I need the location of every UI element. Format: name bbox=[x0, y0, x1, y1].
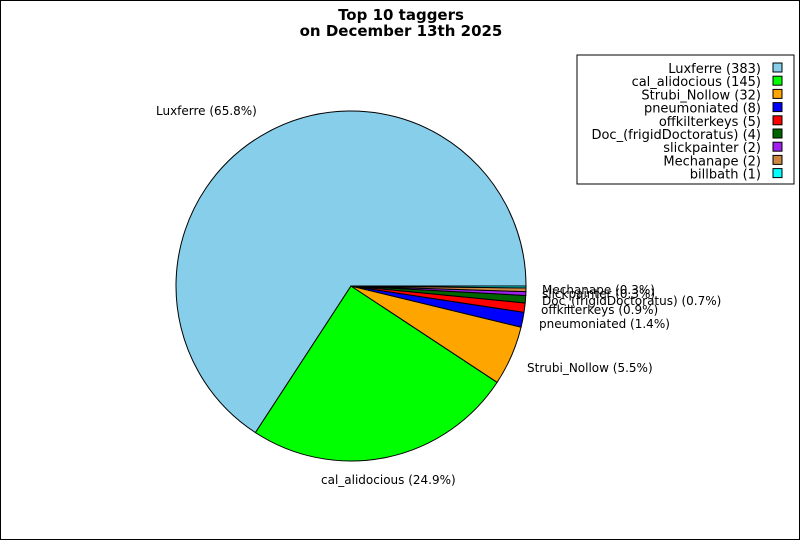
legend-entry-text: pneumoniated (8) bbox=[644, 102, 761, 117]
slice-label: pneumoniated (1.4%) bbox=[539, 317, 670, 331]
legend-swatch bbox=[772, 88, 783, 99]
slice-label: slickpainter (0.3%) bbox=[542, 287, 655, 301]
legend-swatch bbox=[772, 102, 783, 113]
legend: Luxferre (383)cal_alidocious (145)Strubi… bbox=[576, 54, 795, 185]
legend-swatch bbox=[772, 75, 783, 86]
legend-entry-text: offkilterkeys (5) bbox=[659, 115, 761, 130]
pie-slice-billbath bbox=[350, 285, 527, 289]
pie-slices bbox=[175, 110, 527, 462]
chart-title-line-1: Top 10 taggers bbox=[338, 6, 464, 24]
slice-label: Mechanape (0.3%) bbox=[542, 283, 655, 297]
legend-entry-text: Doc_(frigidDoctoratus) (4) bbox=[591, 128, 761, 143]
legend-entry-text: slickpainter (2) bbox=[663, 141, 761, 156]
slice-label: Doc_(frigidDoctoratus) (0.7%) bbox=[542, 294, 721, 308]
slice-label: cal_alidocious (24.9%) bbox=[321, 473, 456, 487]
legend-entry-text: Strubi_Nollow (32) bbox=[641, 88, 761, 103]
chart-title-line-2: on December 13th 2025 bbox=[300, 22, 503, 40]
slice-label: Luxferre (65.8%) bbox=[156, 104, 257, 118]
legend-entry-text: Luxferre (383) bbox=[668, 62, 761, 77]
slice-label: offkilterkeys (0.9%) bbox=[541, 303, 658, 317]
pie-slice-cal-alidocious bbox=[254, 285, 498, 462]
slice-labels: Luxferre (65.8%) cal_alidocious (24.9%) St… bbox=[156, 104, 721, 487]
pie-slice-luxferre bbox=[175, 110, 527, 434]
legend-entry-text: billbath (1) bbox=[690, 168, 761, 183]
legend-swatch bbox=[772, 62, 783, 73]
legend-swatch bbox=[772, 168, 783, 179]
legend-swatch bbox=[772, 115, 783, 126]
legend-entry-text: cal_alidocious (145) bbox=[632, 75, 761, 90]
legend-swatch bbox=[772, 141, 783, 152]
legend-entry-text: Mechanape (2) bbox=[663, 154, 761, 169]
legend-swatch bbox=[772, 154, 783, 165]
slice-label: Strubi_Nollow (5.5%) bbox=[527, 361, 653, 375]
legend-swatch bbox=[772, 128, 783, 139]
legend-box bbox=[576, 54, 795, 185]
